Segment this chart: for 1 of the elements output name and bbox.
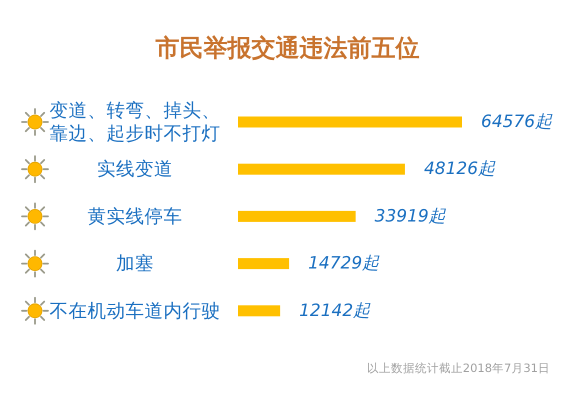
title: 市民举报交通违法前五位: [156, 34, 420, 62]
